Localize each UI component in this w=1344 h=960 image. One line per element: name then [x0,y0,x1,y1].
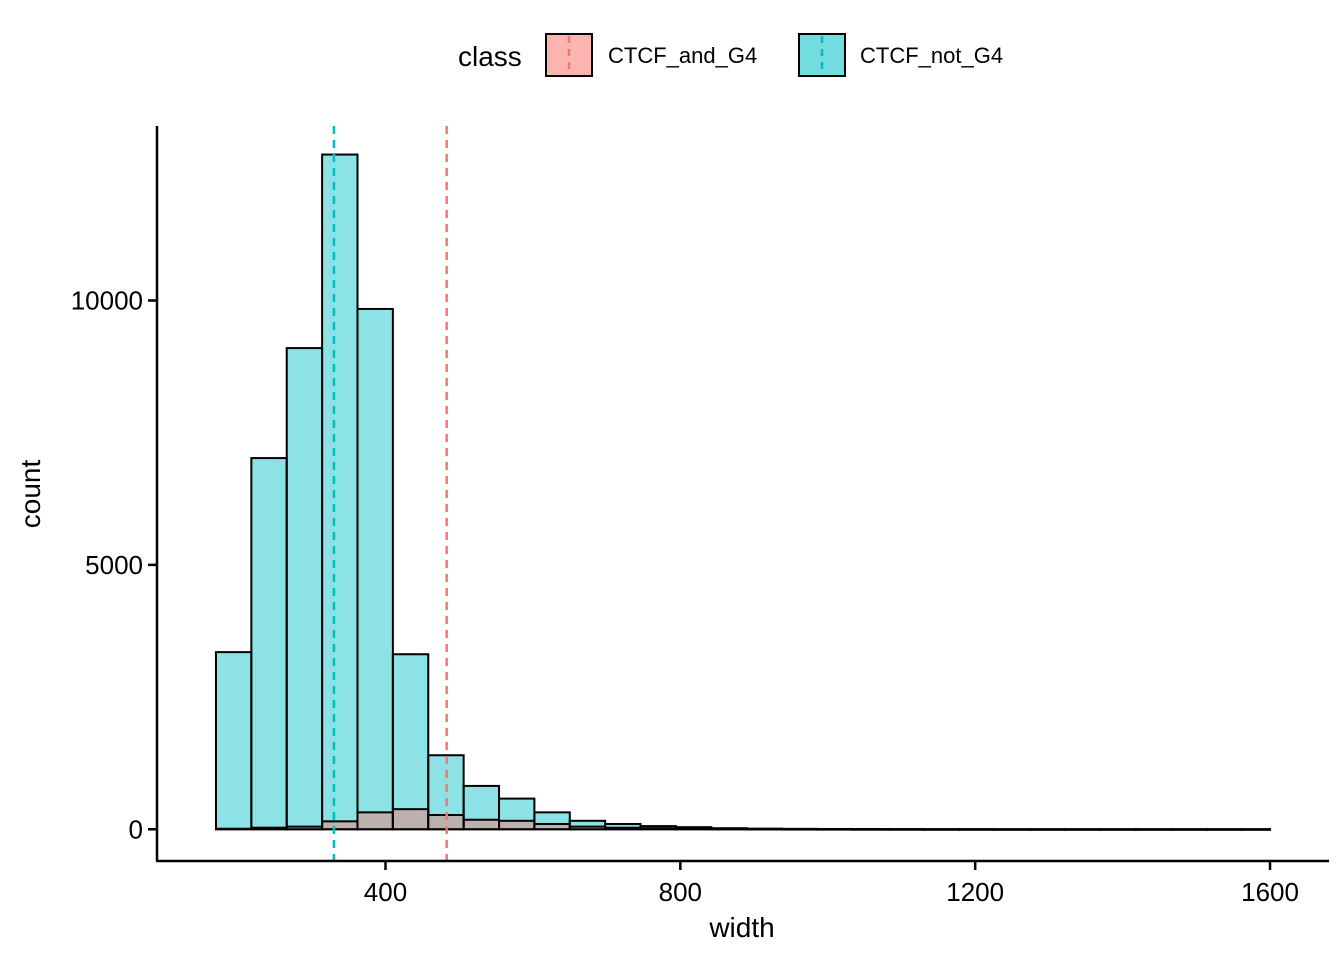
bar-ctcf-and-g4-29 [1241,828,1272,831]
bar-ctcf-and-g4-17 [816,828,854,831]
bar-ctcf-not-g4-0 [214,651,253,831]
bar-ctcf-and-g4-15 [745,828,784,831]
x-tick-label-1200: 1200 [946,877,1004,907]
y-tick-label-0: 0 [129,814,143,844]
bars-layer [214,153,1272,831]
legend-entry-ctcf-not-g4: CTCF_not_G4 [798,33,1003,77]
bar-ctcf-and-g4-20 [922,828,960,831]
bar-ctcf-and-g4-23 [1028,828,1067,831]
bar-ctcf-and-g4-4 [356,811,394,831]
bar-ctcf-and-g4-14 [710,827,748,831]
bar-ctcf-not-g4-2 [285,347,324,831]
legend-entry-ctcf-and-g4: CTCF_and_G4 [545,33,757,77]
bar-ctcf-and-g4-25 [1099,828,1137,831]
legend-label-ctcf-not-g4: CTCF_not_G4 [860,43,1003,68]
bar-ctcf-not-g4-5 [391,653,430,831]
bar-ctcf-and-g4-22 [993,828,1031,831]
bar-ctcf-and-g4-26 [1134,828,1173,831]
bar-ctcf-and-g4-16 [781,828,819,831]
bar-ctcf-and-g4-27 [1170,828,1208,831]
bar-ctcf-and-g4-0 [214,827,253,831]
y-axis-ticks: 0 5000 10000 [71,285,157,844]
x-axis-title: width [708,912,774,943]
bar-ctcf-and-g4-5 [391,808,430,831]
legend-label-ctcf-and-g4: CTCF_and_G4 [608,43,757,68]
x-tick-label-400: 400 [364,877,407,907]
legend-title: class [458,41,522,72]
legend: class CTCF_and_G4 CTCF_not_G4 [458,33,1003,77]
bar-ctcf-and-g4-19 [887,828,925,831]
y-tick-label-5000: 5000 [85,550,143,580]
bar-ctcf-and-g4-9 [533,822,571,831]
bar-ctcf-and-g4-11 [604,826,642,831]
y-tick-label-10000: 10000 [71,285,143,315]
bar-ctcf-and-g4-28 [1205,828,1244,831]
bar-ctcf-not-g4-4 [356,307,394,831]
bar-ctcf-not-g4-3 [321,153,359,831]
x-tick-label-800: 800 [659,877,702,907]
mean-lines [332,126,448,861]
bar-ctcf-and-g4-1 [250,826,288,831]
bar-ctcf-and-g4-7 [462,818,501,831]
x-tick-label-1600: 1600 [1241,877,1299,907]
x-axis-ticks: 400 800 1200 1600 [364,861,1299,907]
bar-ctcf-and-g4-18 [851,828,890,831]
y-axis-title: count [15,460,46,529]
bar-ctcf-and-g4-12 [639,827,677,831]
bar-ctcf-and-g4-3 [321,820,359,831]
bar-ctcf-and-g4-8 [498,819,536,831]
bar-ctcf-and-g4-10 [568,825,607,831]
bar-ctcf-not-g4-1 [250,457,288,831]
bar-ctcf-and-g4-2 [285,825,324,831]
bar-ctcf-and-g4-21 [957,828,996,831]
bar-ctcf-and-g4-13 [674,827,713,831]
bar-ctcf-and-g4-24 [1064,828,1102,831]
bar-ctcf-not-g4-7 [462,784,501,831]
